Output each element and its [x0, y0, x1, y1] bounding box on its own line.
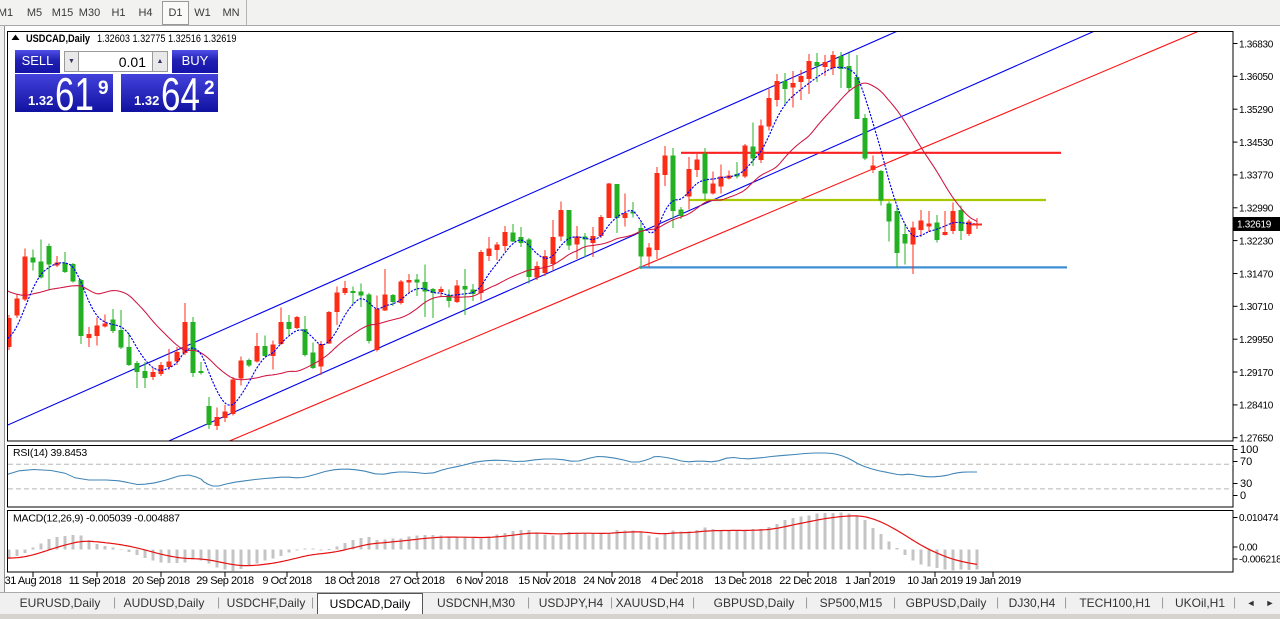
svg-text:100: 100 — [1240, 444, 1258, 456]
svg-text:1.34530: 1.34530 — [1239, 138, 1274, 149]
svg-text:31 Aug 2018: 31 Aug 2018 — [5, 575, 62, 587]
svg-text:1 Jan 2019: 1 Jan 2019 — [845, 575, 895, 587]
svg-text:1.31470: 1.31470 — [1239, 269, 1274, 280]
svg-text:1.30710: 1.30710 — [1239, 302, 1274, 313]
svg-text:29 Sep 2018: 29 Sep 2018 — [196, 575, 254, 587]
svg-text:11 Sep 2018: 11 Sep 2018 — [69, 575, 126, 587]
svg-text:1.27650: 1.27650 — [1239, 434, 1274, 445]
svg-text:20 Sep 2018: 20 Sep 2018 — [132, 575, 190, 587]
svg-text:1.29950: 1.29950 — [1239, 335, 1274, 346]
svg-text:27 Oct 2018: 27 Oct 2018 — [390, 575, 445, 587]
svg-text:22 Dec 2018: 22 Dec 2018 — [779, 575, 837, 587]
svg-text:18 Oct 2018: 18 Oct 2018 — [325, 575, 380, 587]
svg-text:24 Nov 2018: 24 Nov 2018 — [583, 575, 641, 587]
svg-text:1.35290: 1.35290 — [1239, 105, 1274, 116]
svg-text:13 Dec 2018: 13 Dec 2018 — [714, 575, 772, 587]
svg-text:RSI(14) 39.8453: RSI(14) 39.8453 — [13, 447, 87, 459]
svg-text:-0.006218: -0.006218 — [1239, 555, 1280, 566]
svg-text:1.33770: 1.33770 — [1239, 171, 1274, 182]
svg-text:1.32230: 1.32230 — [1239, 236, 1274, 247]
svg-text:30: 30 — [1240, 478, 1252, 490]
svg-text:1.29170: 1.29170 — [1239, 368, 1274, 379]
svg-text:15 Nov 2018: 15 Nov 2018 — [518, 575, 576, 587]
svg-text:6 Nov 2018: 6 Nov 2018 — [456, 575, 508, 587]
svg-text:70: 70 — [1240, 456, 1252, 468]
svg-text:9 Oct 2018: 9 Oct 2018 — [262, 575, 312, 587]
svg-text:10 Jan 2019: 10 Jan 2019 — [907, 575, 963, 587]
svg-text:1.36050: 1.36050 — [1239, 72, 1274, 83]
svg-text:USDCAD,Daily: USDCAD,Daily — [26, 33, 90, 45]
svg-text:1.28410: 1.28410 — [1239, 401, 1274, 412]
svg-text:0.010474: 0.010474 — [1239, 513, 1279, 524]
svg-text:MACD(12,26,9) -0.005039 -0.004: MACD(12,26,9) -0.005039 -0.004887 — [13, 513, 180, 525]
svg-text:0.00: 0.00 — [1239, 543, 1258, 554]
svg-text:19 Jan 2019: 19 Jan 2019 — [965, 575, 1021, 587]
svg-text:4 Dec 2018: 4 Dec 2018 — [651, 575, 703, 587]
svg-text:1.32990: 1.32990 — [1239, 204, 1274, 215]
svg-text:0: 0 — [1240, 490, 1246, 502]
svg-text:1.32619: 1.32619 — [1237, 220, 1272, 231]
svg-text:1.36830: 1.36830 — [1239, 39, 1274, 50]
svg-text:1.32603 1.32775 1.32516 1.3261: 1.32603 1.32775 1.32516 1.32619 — [97, 33, 237, 45]
